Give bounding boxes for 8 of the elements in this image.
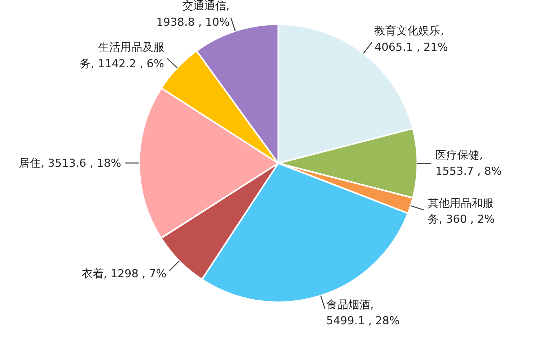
slice-label: 教育文化娱乐, 4065.1 , 21% xyxy=(374,24,448,54)
slice-label: 其他用品和服务, 360 , 2% xyxy=(428,196,496,226)
slice-label: 居住, 3513.6 , 18% xyxy=(19,156,122,170)
slice-label: 食品烟酒, 5499.1 , 28% xyxy=(326,298,400,328)
slice-label: 衣着, 1298 , 7% xyxy=(82,267,167,280)
slice-label: 医疗保健, 1553.7 , 8% xyxy=(436,148,502,178)
slice-label: 生活用品及服务, 1142.2 , 6% xyxy=(80,41,164,70)
slice-label: 交通通信, 1938.8 , 10% xyxy=(156,0,230,29)
